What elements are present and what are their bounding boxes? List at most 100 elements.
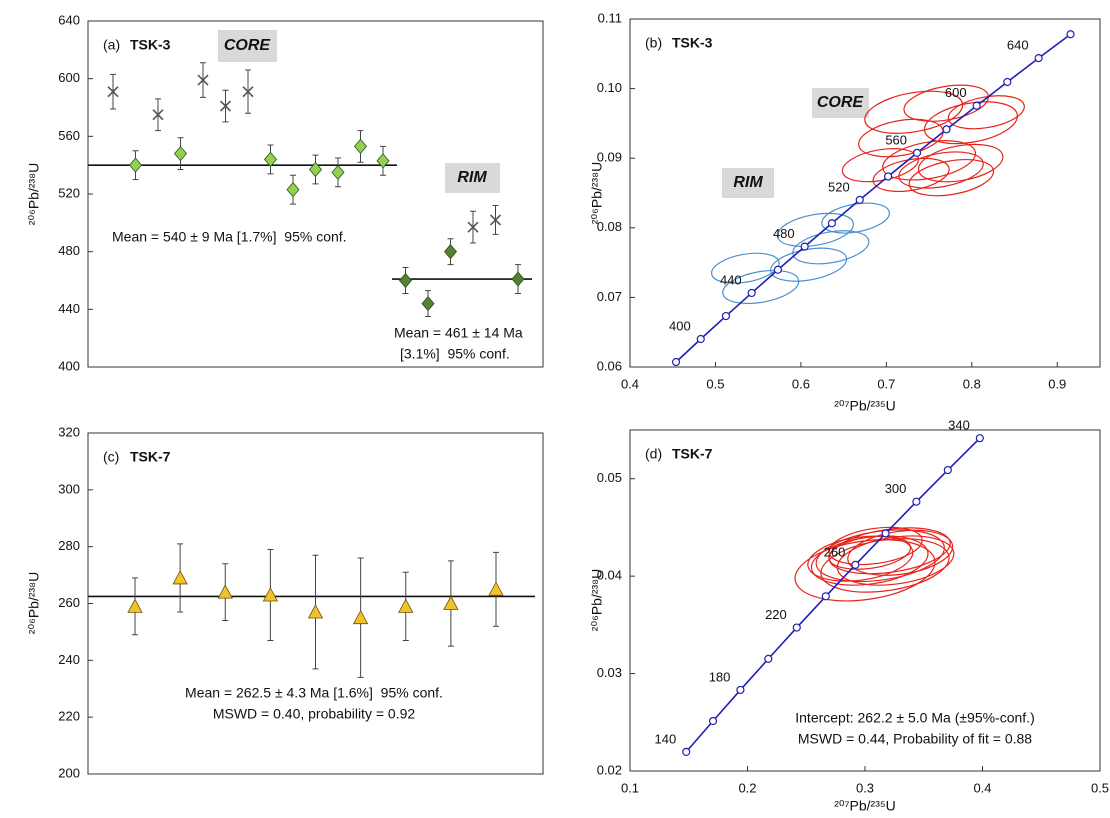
panel-label: (d) [645,446,662,462]
y-tick-label: 640 [58,12,80,27]
age-marker [972,101,981,110]
age-marker [821,592,830,601]
cross-marker [467,221,479,233]
concordia-line [675,33,1072,363]
y-tick-label: 0.05 [597,470,622,485]
y-tick-label: 480 [58,243,80,258]
age-marker [736,685,745,695]
diamond-marker [308,161,323,178]
annotation: CORE [817,94,865,111]
annotation-box [218,30,277,62]
y-tick-label: 400 [58,358,80,373]
error-ellipse [923,101,1018,145]
annotation: Mean = 262.5 ± 4.3 Ma [1.6%] 95% conf. [185,685,443,701]
error-ellipse [722,269,800,305]
age-marker [943,465,952,475]
x-tick-label: 0.5 [1091,780,1109,795]
diamond-marker [443,244,458,260]
diamond-marker [173,146,188,162]
age-marker [696,334,705,344]
age-label: 220 [765,607,787,622]
age-label: 180 [709,669,731,684]
diamond-marker [263,151,278,168]
y-tick-label: 0.02 [597,762,622,777]
diamond-marker [421,295,435,312]
annotation: Mean = 461 ± 14 Ma [394,325,523,341]
error-ellipse [828,535,912,570]
cross-marker [219,100,232,112]
annotation-box [445,163,500,193]
cross-marker [152,109,164,121]
y-tick-label: 200 [58,765,80,780]
plot-frame [87,20,544,368]
error-ellipse [711,252,780,284]
y-tick-label: 320 [58,424,80,439]
age-marker [773,265,782,274]
age-label: 480 [773,226,795,241]
annotation-box [812,88,869,118]
diamond-marker [376,153,390,169]
y-tick-label: 0.09 [597,150,622,165]
annotation: RIM [457,169,487,186]
error-ellipse [847,529,954,576]
y-axis-label: ²⁰⁶Pb/²³⁸U [589,569,605,631]
y-tick-label: 280 [58,538,80,553]
age-label: 440 [720,272,742,287]
x-tick-label: 0.5 [706,376,724,391]
y-tick-label: 440 [58,301,80,316]
age-label: 400 [669,318,691,333]
panel-title: TSK-7 [672,446,713,462]
age-marker [883,172,893,181]
diamond-marker [128,157,143,173]
error-ellipse [872,157,950,192]
concordia-line [685,437,981,753]
age-marker [1066,30,1075,39]
y-tick-label: 520 [58,185,80,200]
error-ellipse [770,247,848,282]
panel-label: (a) [103,37,120,53]
triangle-marker [127,598,143,613]
panel-title: TSK-3 [672,35,713,51]
error-ellipse [792,230,870,265]
y-tick-label: 0.03 [597,665,622,680]
y-tick-label: 0.08 [597,219,622,234]
age-marker [792,623,801,632]
age-label: 260 [824,544,846,559]
y-axis-label: ²⁰⁶Pb/²³⁸U [26,572,42,634]
age-marker [975,434,984,443]
y-tick-label: 260 [58,595,80,610]
y-axis-label: ²⁰⁶Pb/²³⁸U [589,162,605,224]
triangle-marker [262,587,279,602]
x-axis-label: ²⁰⁷Pb/²³⁵U [834,398,896,414]
age-marker [851,560,860,569]
y-tick-label: 0.04 [597,568,622,583]
annotation: MSWD = 0.44, Probability of fit = 0.88 [798,731,1032,747]
triangle-marker [443,595,459,610]
age-label: 140 [655,731,677,746]
x-tick-label: 0.3 [856,780,874,795]
triangle-marker [352,609,369,625]
age-marker [747,288,756,298]
x-tick-label: 0.1 [621,780,639,795]
cross-marker [107,86,119,98]
age-marker [764,654,773,663]
error-ellipse [794,539,936,602]
error-ellipse [908,159,995,197]
error-ellipse [820,538,950,593]
cross-marker [242,86,254,98]
triangle-marker [307,604,324,619]
y-tick-label: 240 [58,652,80,667]
triangle-marker [398,598,414,613]
age-marker [671,357,681,367]
age-label: 640 [1007,38,1029,53]
annotation: RIM [733,174,763,191]
age-label: 520 [828,179,850,194]
age-label: 300 [885,481,907,496]
age-marker [912,148,922,158]
x-tick-label: 0.8 [963,376,981,391]
panel-title: TSK-7 [130,449,171,465]
y-axis-label: ²⁰⁶Pb/²³⁸U [26,163,42,225]
panel-title: TSK-3 [130,37,171,53]
x-axis-label: ²⁰⁷Pb/²³⁵U [834,798,896,814]
